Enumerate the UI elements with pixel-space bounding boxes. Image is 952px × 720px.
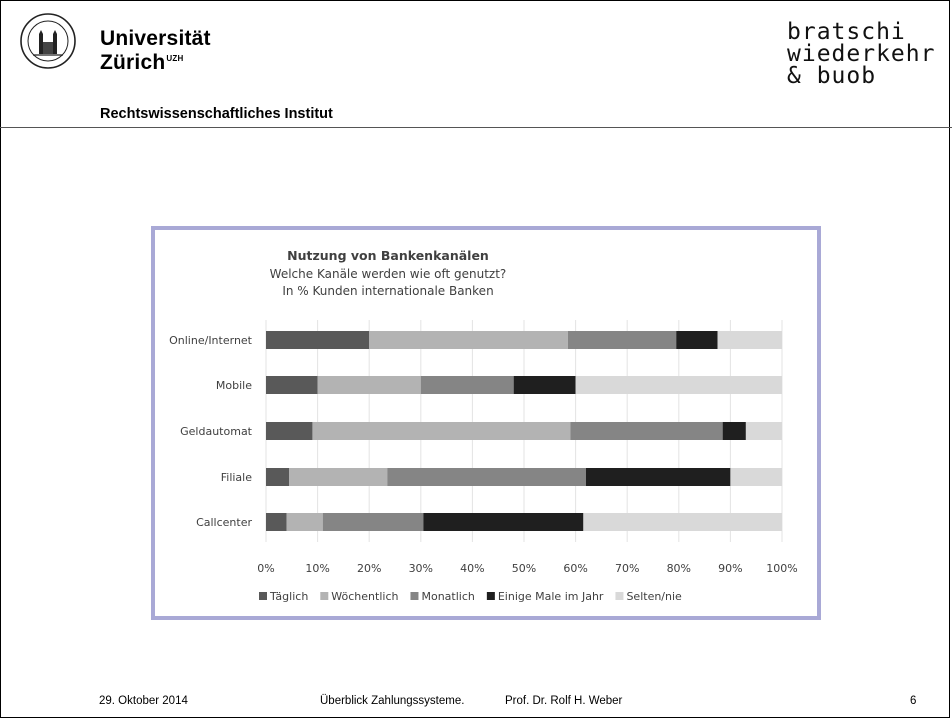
x-tick-label: 80%	[667, 562, 691, 575]
bar-segment	[570, 422, 723, 440]
bar-segment	[575, 376, 782, 394]
bar-segment	[567, 331, 677, 349]
bar-segment	[722, 422, 746, 440]
chart-container: Nutzung von Bankenkanälen Welche Kanäle …	[151, 226, 821, 620]
bar-segment	[266, 422, 313, 440]
university-name-line2: Zürich	[100, 51, 166, 74]
x-tick-label: 40%	[460, 562, 484, 575]
bar-segment	[387, 468, 586, 486]
bar-segment	[266, 468, 290, 486]
bar-segment	[730, 468, 782, 486]
legend-label: Monatlich	[421, 590, 474, 603]
category-label: Mobile	[216, 379, 252, 392]
brand-line-3: & buob	[787, 63, 877, 89]
uzh-superscript: UZH	[166, 54, 184, 63]
page-number: 6	[910, 695, 917, 707]
brand-line-2: wiederkehr	[787, 41, 936, 67]
institute-name: Rechtswissenschaftliches Institut	[100, 106, 333, 122]
bar-segment	[423, 513, 584, 531]
legend-label: Einige Male im Jahr	[498, 590, 604, 603]
x-tick-label: 60%	[563, 562, 587, 575]
bar-segment	[322, 513, 424, 531]
bar-segment	[676, 331, 718, 349]
bar-segment	[312, 422, 571, 440]
legend-label: Selten/nie	[626, 590, 682, 603]
x-tick-label: 100%	[766, 562, 797, 575]
category-label: Online/Internet	[169, 334, 253, 347]
category-label: Filiale	[221, 471, 252, 484]
footer-author: Prof. Dr. Rolf H. Weber	[505, 695, 623, 707]
bar-segment	[286, 513, 323, 531]
bar-segment	[266, 513, 287, 531]
legend-label: Wöchentlich	[331, 590, 398, 603]
x-tick-label: 30%	[409, 562, 433, 575]
university-seal-icon	[20, 13, 76, 69]
header-divider	[0, 127, 952, 128]
bar-segment	[420, 376, 514, 394]
brand-line-1: bratschi	[787, 19, 906, 45]
legend-swatch	[320, 592, 329, 600]
legend-swatch	[486, 592, 495, 600]
chart-legend: Täglich Wöchentlich Monatlich Einige Male i…	[259, 590, 682, 603]
bar-segment	[585, 468, 731, 486]
bar-segment	[289, 468, 388, 486]
bar-segment	[513, 376, 576, 394]
bar-segment	[369, 331, 568, 349]
bar-segment	[266, 376, 318, 394]
bar-segment	[717, 331, 782, 349]
bar-segment	[317, 376, 421, 394]
chart-subtitle-2: In % Kunden internationale Banken	[282, 284, 493, 298]
brand-logo: bratschi wiederkehr & buob	[787, 19, 936, 89]
chart-labels: 0% 10% 20% 30% 40% 50% 60% 70% 80% 90% 100% Online/…	[169, 334, 798, 575]
footer-date: 29. Oktober 2014	[99, 695, 188, 707]
x-tick-label: 10%	[305, 562, 329, 575]
chart-subtitle: Welche Kanäle werden wie oft genutzt?	[270, 267, 507, 281]
category-label: Callcenter	[196, 516, 252, 529]
legend-swatch	[410, 592, 419, 600]
x-tick-label: 0%	[257, 562, 274, 575]
bar-segment	[266, 331, 370, 349]
slide-header: Universität ZürichUZH Rechtswissenschaft…	[0, 0, 952, 128]
legend-label: Täglich	[269, 590, 308, 603]
x-tick-label: 20%	[357, 562, 381, 575]
stacked-bar-chart: Nutzung von Bankenkanälen Welche Kanäle …	[169, 248, 798, 603]
x-tick-label: 90%	[718, 562, 742, 575]
legend-swatch	[615, 592, 624, 600]
university-name-line1: Universität	[100, 27, 211, 50]
chart-title: Nutzung von Bankenkanälen	[287, 248, 489, 263]
chart-bars	[266, 331, 782, 531]
x-tick-label: 50%	[512, 562, 536, 575]
category-label: Geldautomat	[180, 425, 253, 438]
footer-title: Überblick Zahlungssysteme.	[320, 695, 465, 707]
bar-segment	[745, 422, 782, 440]
bar-segment	[583, 513, 782, 531]
legend-swatch	[259, 592, 267, 600]
university-name: Universität ZürichUZH	[100, 27, 211, 74]
x-tick-label: 70%	[615, 562, 639, 575]
